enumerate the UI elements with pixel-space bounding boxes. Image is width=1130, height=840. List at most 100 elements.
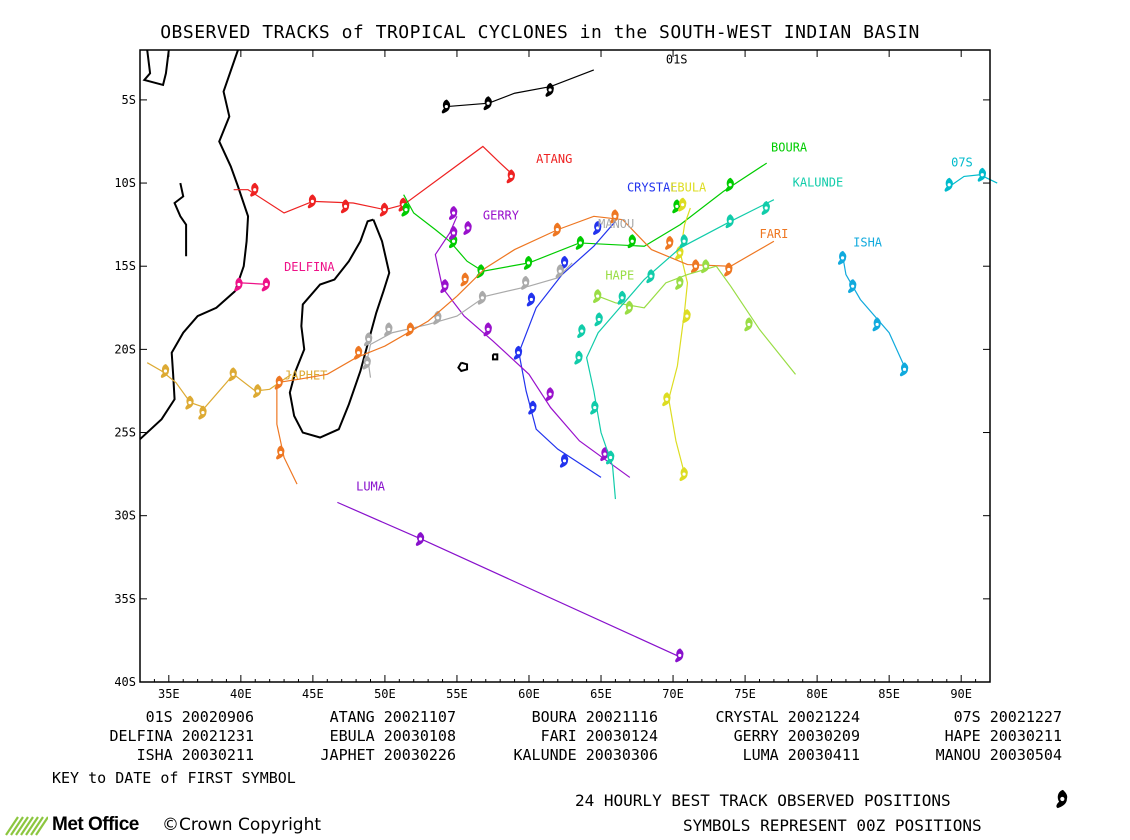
lon-tick-label: 40E: [230, 687, 252, 701]
cyclone-symbol-icon: [1056, 789, 1068, 809]
cyclone-position-symbol: [185, 395, 194, 410]
cyclone-position-symbol: [590, 400, 599, 415]
key-entry: ISHA 20030211: [136, 746, 254, 764]
storm-track-delfina: DELFINA: [234, 260, 335, 292]
storm-track-kalunde: KALUNDE: [574, 175, 844, 500]
key-entry: KALUNDE 20030306: [513, 746, 659, 764]
met-office-logo-icon: [5, 816, 48, 836]
cyclone-position-symbol: [483, 322, 492, 337]
cyclone-position-symbol: [477, 290, 487, 305]
cyclone-position-symbol: [665, 235, 674, 250]
lat-tick-label: 35S: [114, 592, 136, 606]
track-line: [403, 162, 768, 272]
lat-tick-label: 15S: [114, 259, 136, 273]
madagascar-coastline: [288, 218, 391, 439]
cyclone-position-symbol: [160, 363, 170, 378]
cyclone-position-symbol: [701, 259, 710, 274]
cyclone-position-symbol: [682, 309, 691, 324]
key-entry: ATANG 20021107: [329, 708, 456, 726]
storm-track-ebula: EBULA: [662, 180, 707, 482]
cyclone-position-symbol: [555, 264, 564, 279]
key-entry: EBULA 20030108: [329, 727, 456, 745]
cyclone-position-symbol: [606, 450, 615, 465]
cyclone-position-symbol: [384, 322, 393, 337]
cyclone-position-symbol: [228, 367, 237, 382]
track-line: [949, 174, 998, 187]
cyclone-position-symbol: [379, 202, 389, 217]
key-note: KEY to DATE of FIRST SYMBOL: [52, 769, 296, 787]
lon-tick-label: 80E: [806, 687, 828, 701]
cyclone-position-symbol: [448, 225, 458, 240]
key-entry: MANOU 20030504: [935, 746, 1062, 764]
storm-label: LUMA: [356, 480, 386, 494]
cyclone-position-symbol: [679, 467, 688, 482]
track-line: [446, 69, 595, 108]
cyclone-position-symbol: [675, 245, 684, 260]
cyclone-position-symbol: [679, 234, 688, 249]
africa-coastline: [139, 49, 250, 440]
lon-tick-label: 55E: [446, 687, 468, 701]
cyclone-position-symbol: [552, 222, 562, 237]
track-line: [233, 145, 515, 214]
cyclone-position-symbol: [253, 383, 262, 398]
cyclone-position-symbol: [363, 332, 373, 347]
cyclone-position-symbol: [646, 269, 655, 284]
track-line: [597, 265, 796, 375]
cyclone-position-symbol: [234, 277, 243, 292]
cyclone-position-symbol: [198, 405, 207, 420]
key-entry: CRYSTAL 20021224: [715, 708, 861, 726]
cyclone-position-symbol: [405, 322, 415, 337]
lat-tick-label: 40S: [114, 675, 136, 689]
cyclone-position-symbol: [441, 99, 451, 114]
cyclone-position-symbol: [761, 201, 770, 215]
cyclone-position-symbol: [977, 167, 987, 182]
footer-line-1: 24 HOURLY BEST TRACK OBSERVED POSITIONS: [575, 791, 951, 810]
cyclone-position-symbol: [594, 312, 603, 327]
cyclone-position-symbol: [401, 202, 410, 217]
storm-track-secondary: [274, 295, 458, 485]
storm-label: KALUNDE: [793, 175, 844, 189]
cyclone-position-symbol: [523, 255, 533, 270]
cyclone-position-symbol: [483, 96, 492, 111]
storm-track-gerry: GERRY: [434, 205, 631, 478]
lat-tick-label: 10S: [114, 176, 136, 190]
cyclone-position-symbol: [600, 447, 609, 462]
lon-tick-label: 90E: [950, 687, 972, 701]
storm-track-luma: LUMA: [337, 480, 684, 663]
cyclone-position-symbol: [691, 259, 700, 274]
cyclone-position-symbol: [617, 290, 626, 305]
cyclone-position-symbol: [662, 392, 671, 407]
key-entry: 01S 20020906: [145, 708, 254, 726]
cyclone-position-symbol: [944, 177, 953, 192]
storm-track-japhet: JAPHET: [146, 362, 327, 420]
storm-track-hape: HAPE: [593, 259, 796, 375]
cyclone-position-symbol: [725, 214, 734, 229]
storm-label: DELFINA: [284, 260, 335, 274]
storm-label: EBULA: [670, 180, 707, 194]
lon-tick-label: 45E: [302, 687, 324, 701]
cyclone-position-symbol: [274, 375, 284, 390]
cyclone-position-symbol: [678, 197, 687, 212]
cyclone-position-symbol: [415, 531, 425, 546]
lon-tick-label: 35E: [158, 687, 180, 701]
footer-line-2: SYMBOLS REPRESENT 00Z POSITIONS: [683, 816, 982, 835]
key-entry: DELFINA 20021231: [109, 727, 255, 745]
cyclone-position-symbol: [577, 324, 586, 339]
cyclone-position-symbol: [307, 194, 317, 209]
cyclone-position-symbol: [261, 277, 271, 292]
cyclone-position-symbol: [440, 279, 449, 294]
cyclone-position-symbol: [250, 182, 259, 197]
cyclone-position-symbol: [624, 300, 634, 315]
cyclone-position-symbol: [675, 648, 684, 663]
met-office-logo-text: Met Office: [52, 814, 139, 835]
coast-island: [173, 182, 188, 257]
cyclone-position-symbol: [545, 82, 554, 97]
cyclone-position-symbol: [675, 275, 684, 290]
storm-label: ISHA: [853, 235, 883, 249]
cyclone-position-symbol: [627, 234, 636, 249]
storm-label: JAPHET: [284, 368, 327, 382]
map-title: OBSERVED TRACKS of TROPICAL CYCLONES in …: [160, 22, 920, 43]
cyclone-tracks: 01S ATANG BOURA CRYSTAL 07S DELFINA EBULA FARI G…: [146, 52, 998, 663]
lon-tick-label: 85E: [878, 687, 900, 701]
